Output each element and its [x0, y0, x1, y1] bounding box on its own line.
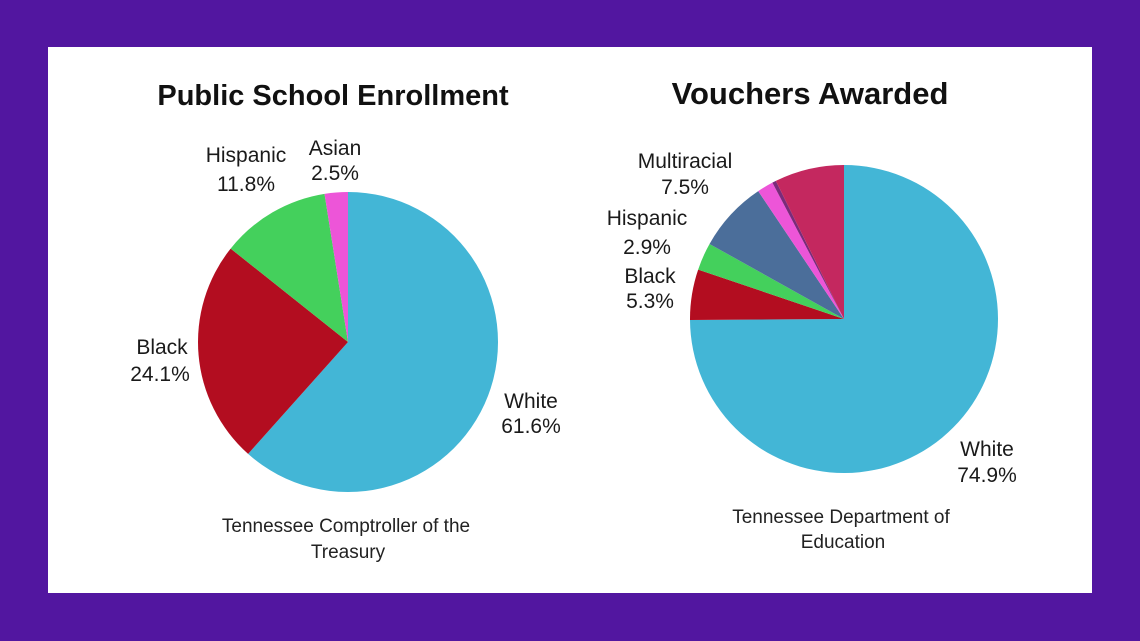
slice-label-white: White	[960, 438, 1014, 461]
pie	[197, 192, 499, 492]
slice-label-hispanic: Hispanic	[607, 207, 688, 230]
slice-value-asian: 2.5%	[311, 162, 359, 185]
pie-slice-black	[689, 269, 844, 320]
pie-slice-asian	[324, 192, 348, 342]
vouchers-awarded-chart: Vouchers Awarded Multiracial 7.5% Hispan…	[607, 76, 1017, 553]
pie-slice-hispanic	[230, 193, 348, 342]
slice-value-multiracial: 7.5%	[661, 176, 709, 199]
slice-value-black: 5.3%	[626, 290, 674, 313]
chart-title: Vouchers Awarded	[672, 76, 949, 111]
pie-slice-black	[197, 248, 348, 454]
slice-label-asian: Asian	[309, 137, 362, 160]
slice-value-hispanic: 11.8%	[217, 173, 275, 196]
slice-value-black: 24.1%	[130, 363, 190, 386]
slice-value-white: 61.6%	[501, 415, 561, 438]
pie-slice-white	[248, 192, 499, 492]
pie-slice-multiracial	[775, 165, 844, 319]
public-school-enrollment-chart: Public School Enrollment Hispanic 11.8% …	[130, 80, 561, 563]
slice-label-black: Black	[624, 265, 676, 288]
chart-title: Public School Enrollment	[157, 80, 509, 112]
source-line-1: Tennessee Department of	[732, 507, 950, 528]
slice-label-hispanic: Hispanic	[206, 144, 287, 167]
slice-value-hispanic: 2.9%	[623, 236, 671, 259]
pie-slice-white	[690, 165, 998, 473]
pie-slice-unlabeled-5	[772, 180, 844, 319]
pie	[689, 165, 998, 473]
source-line-2: Education	[801, 532, 886, 553]
slice-label-multiracial: Multiracial	[638, 150, 733, 173]
pie-slice-unlabeled-4	[758, 182, 844, 319]
source-line-2: Treasury	[311, 542, 386, 563]
slice-value-white: 74.9%	[957, 464, 1017, 487]
source-line-1: Tennessee Comptroller of the	[222, 516, 470, 537]
slice-label-black: Black	[136, 336, 188, 359]
pie-slice-unlabeled-3	[709, 191, 844, 319]
slice-label-white: White	[504, 390, 558, 413]
pie-slice-hispanic	[698, 243, 844, 319]
